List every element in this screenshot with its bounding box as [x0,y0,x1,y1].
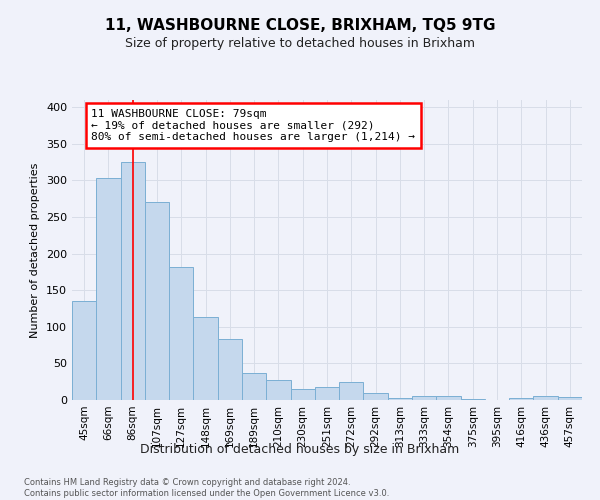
Text: 11, WASHBOURNE CLOSE, BRIXHAM, TQ5 9TG: 11, WASHBOURNE CLOSE, BRIXHAM, TQ5 9TG [105,18,495,32]
Bar [388,398,412,400]
Bar [121,162,145,400]
Bar [315,387,339,400]
Bar [169,267,193,400]
Bar [509,398,533,400]
Bar [96,178,121,400]
Y-axis label: Number of detached properties: Number of detached properties [31,162,40,338]
Bar [436,396,461,400]
Text: Contains HM Land Registry data © Crown copyright and database right 2024.
Contai: Contains HM Land Registry data © Crown c… [24,478,389,498]
Bar [266,380,290,400]
Text: Distribution of detached houses by size in Brixham: Distribution of detached houses by size … [140,442,460,456]
Bar [193,318,218,400]
Text: Size of property relative to detached houses in Brixham: Size of property relative to detached ho… [125,38,475,51]
Bar [412,396,436,400]
Bar [218,340,242,400]
Bar [364,392,388,400]
Text: 11 WASHBOURNE CLOSE: 79sqm
← 19% of detached houses are smaller (292)
80% of sem: 11 WASHBOURNE CLOSE: 79sqm ← 19% of deta… [91,109,415,142]
Bar [339,382,364,400]
Bar [242,373,266,400]
Bar [145,202,169,400]
Bar [533,396,558,400]
Bar [558,397,582,400]
Bar [290,389,315,400]
Bar [72,301,96,400]
